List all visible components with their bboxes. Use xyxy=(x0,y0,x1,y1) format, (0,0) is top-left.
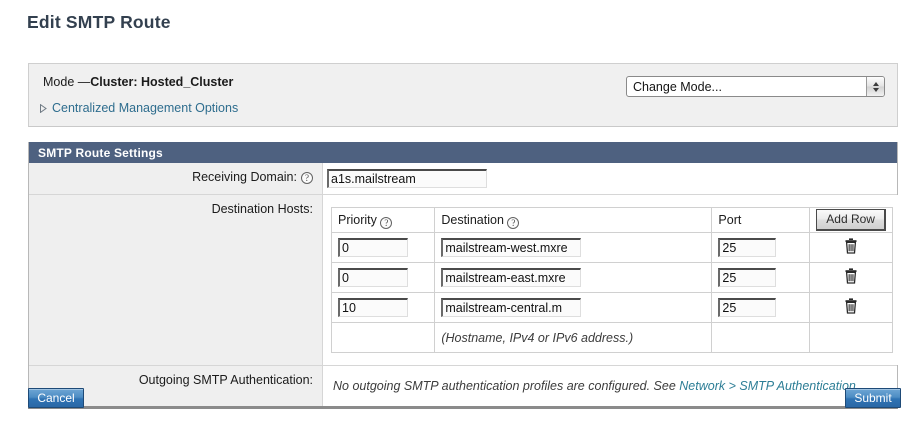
panel-header: SMTP Route Settings xyxy=(29,142,897,163)
priority-cell xyxy=(330,262,436,293)
column-header-destination-label: Destination xyxy=(441,213,504,227)
destination-hosts-row: Destination Hosts: Priority ? Des xyxy=(29,195,901,366)
receiving-domain-label: Receiving Domain: xyxy=(192,170,297,184)
priority-cell xyxy=(330,292,436,323)
footer-empty-cell xyxy=(809,322,893,353)
destination-format-hint: (Hostname, IPv4 or IPv6 address.) xyxy=(441,330,634,345)
change-mode-select[interactable]: Change Mode... xyxy=(626,76,885,97)
priority-input[interactable] xyxy=(338,238,408,257)
column-header-port-label: Port xyxy=(718,213,742,227)
destination-hosts-label: Destination Hosts: xyxy=(211,202,313,216)
footer-hint-cell: (Hostname, IPv4 or IPv6 address.) xyxy=(434,322,713,353)
destination-cell xyxy=(434,262,713,293)
delete-cell xyxy=(809,292,893,323)
port-cell xyxy=(711,232,811,263)
breadcrumb-separator: > xyxy=(725,379,740,393)
port-input[interactable] xyxy=(718,238,777,257)
column-header-priority: Priority ? xyxy=(330,207,436,233)
column-header-priority-label: Priority xyxy=(338,213,377,227)
table-header-row: Priority ? Destination ? Port xyxy=(330,207,893,233)
port-input[interactable] xyxy=(718,268,777,287)
table-row xyxy=(330,232,893,263)
table-footer-row: (Hostname, IPv4 or IPv6 address.) xyxy=(330,322,893,353)
change-mode-selected-value: Change Mode... xyxy=(633,79,722,94)
column-header-actions: Add Row xyxy=(809,207,893,233)
destination-hosts-value-cell: Priority ? Destination ? Port xyxy=(323,195,901,365)
destination-hosts-table: Priority ? Destination ? Port xyxy=(330,207,893,353)
footer-empty-cell xyxy=(711,322,811,353)
destination-hosts-label-cell: Destination Hosts: xyxy=(29,195,323,365)
delete-cell xyxy=(809,232,893,263)
question-mark-icon[interactable]: ? xyxy=(301,172,313,184)
mode-line: Mode —Cluster: Hosted_Cluster xyxy=(43,75,233,89)
port-cell xyxy=(711,292,811,323)
smtp-authentication-link[interactable]: SMTP Authentication xyxy=(739,379,856,393)
receiving-domain-value-cell xyxy=(323,163,897,194)
receiving-domain-row: Receiving Domain: ? xyxy=(29,163,897,195)
delete-cell xyxy=(809,262,893,293)
priority-input[interactable] xyxy=(338,268,408,287)
priority-cell xyxy=(330,232,436,263)
table-row xyxy=(330,262,893,293)
smtp-route-settings-panel: SMTP Route Settings Receiving Domain: ? … xyxy=(28,142,901,409)
trash-icon[interactable] xyxy=(844,238,858,257)
mode-value: Cluster: Hosted_Cluster xyxy=(90,75,234,89)
column-header-destination: Destination ? xyxy=(434,207,713,233)
mode-label: Mode — xyxy=(43,75,91,89)
auth-message-text: No outgoing SMTP authentication profiles… xyxy=(333,379,680,393)
question-mark-icon[interactable]: ? xyxy=(380,217,393,229)
outgoing-smtp-auth-value-cell: No outgoing SMTP authentication profiles… xyxy=(323,366,897,406)
trash-icon[interactable] xyxy=(844,268,858,287)
add-row-button[interactable]: Add Row xyxy=(816,209,886,231)
trash-icon[interactable] xyxy=(844,298,858,317)
cluster-mode-bar: Mode —Cluster: Hosted_Cluster Centralize… xyxy=(28,63,898,127)
priority-input[interactable] xyxy=(338,298,408,317)
up-down-chevron-icon[interactable] xyxy=(866,77,884,96)
footer-empty-cell xyxy=(330,322,436,353)
destination-cell xyxy=(434,292,713,323)
port-cell xyxy=(711,262,811,293)
cancel-button[interactable]: Cancel xyxy=(28,388,84,408)
destination-input[interactable] xyxy=(441,268,582,287)
centralized-management-options-link[interactable]: Centralized Management Options xyxy=(52,101,239,115)
question-mark-icon[interactable]: ? xyxy=(507,217,520,229)
outgoing-smtp-auth-message: No outgoing SMTP authentication profiles… xyxy=(327,372,897,400)
submit-button[interactable]: Submit xyxy=(845,388,901,408)
column-header-port: Port xyxy=(711,207,811,233)
receiving-domain-input[interactable] xyxy=(327,169,487,188)
destination-cell xyxy=(434,232,713,263)
outgoing-smtp-auth-row: Outgoing SMTP Authentication: No outgoin… xyxy=(29,366,897,406)
port-input[interactable] xyxy=(718,298,777,317)
triangle-right-icon xyxy=(40,103,47,113)
destination-input[interactable] xyxy=(441,298,582,317)
outgoing-smtp-auth-label: Outgoing SMTP Authentication: xyxy=(138,373,313,387)
centralized-management-options-row[interactable]: Centralized Management Options xyxy=(40,101,238,115)
receiving-domain-label-cell: Receiving Domain: ? xyxy=(29,163,323,194)
page-title: Edit SMTP Route xyxy=(27,12,171,32)
table-row xyxy=(330,292,893,323)
network-link[interactable]: Network xyxy=(679,379,726,393)
destination-input[interactable] xyxy=(441,238,582,257)
